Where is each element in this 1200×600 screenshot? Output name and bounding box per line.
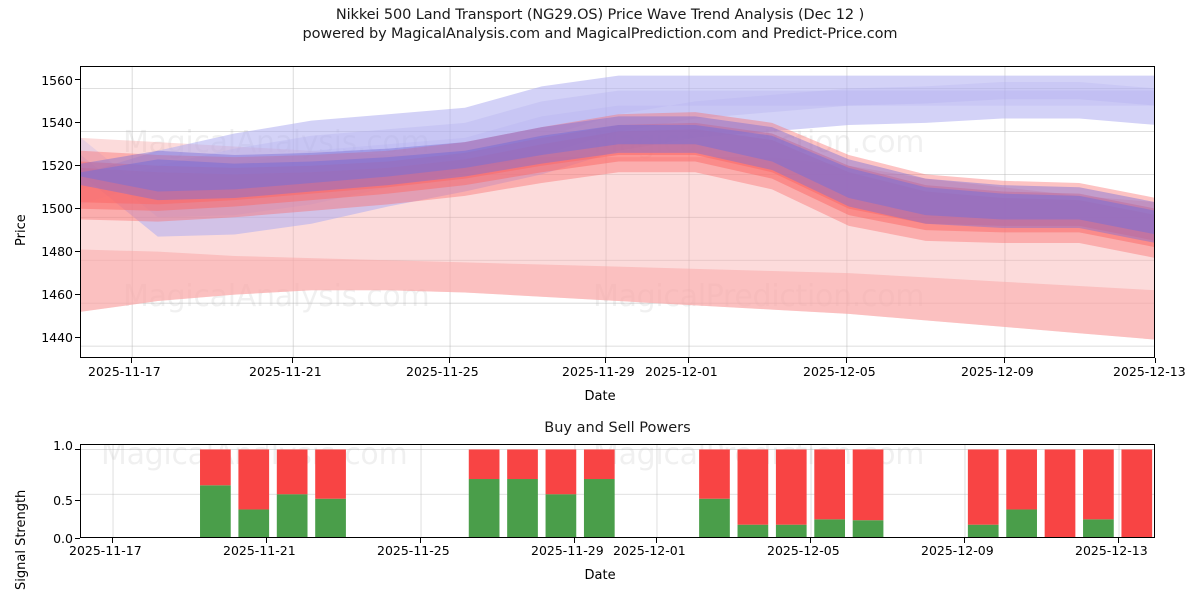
price-ytick-1440: 1440 <box>41 330 73 345</box>
price-ytick-1540: 1540 <box>41 115 73 130</box>
price-ytick-1560: 1560 <box>41 73 73 88</box>
price-xtickmark-0 <box>131 358 132 363</box>
price-xtickmark-2 <box>449 358 450 363</box>
signal-xtick-2: 2025-11-25 <box>377 543 450 558</box>
price-xtick-4: 2025-12-01 <box>645 364 718 379</box>
price-xtick-5: 2025-12-05 <box>803 364 876 379</box>
signal-strength-plot-area: MagicalAnalysis.com MagicalPrediction.co… <box>80 444 1155 538</box>
signal-chart-title: Buy and Sell Powers <box>544 420 691 436</box>
price-xtick-7: 2025-12-13 <box>1113 364 1186 379</box>
price-xtickmark-1 <box>292 358 293 363</box>
signal-ytickmark-0 <box>75 538 80 539</box>
chart-title: Nikkei 500 Land Transport (NG29.OS) Pric… <box>335 7 865 23</box>
price-ytick-1520: 1520 <box>41 158 73 173</box>
price-yaxis-label: Price <box>14 214 29 246</box>
price-ytickmark-1540 <box>75 122 80 123</box>
signal-bars <box>81 445 1154 537</box>
signal-ytick-1: 1.0 <box>53 438 73 453</box>
signal-xtick-4: 2025-12-01 <box>613 543 686 558</box>
signal-xtickmark-6 <box>964 538 965 543</box>
figure-title-block: Nikkei 500 Land Transport (NG29.OS) Pric… <box>0 6 1200 44</box>
price-ytickmark-1500 <box>75 208 80 209</box>
signal-xtick-0: 2025-11-17 <box>69 543 142 558</box>
price-ytick-1500: 1500 <box>41 201 73 216</box>
signal-xtick-3: 2025-11-29 <box>531 543 604 558</box>
price-xtick-2: 2025-11-25 <box>406 364 479 379</box>
price-xtickmark-7 <box>1155 358 1156 363</box>
price-xtickmark-4 <box>688 358 689 363</box>
price-ytickmark-1520 <box>75 165 80 166</box>
price-xaxis-label: Date <box>584 389 616 404</box>
signal-ytick-0: 0.0 <box>53 531 73 546</box>
signal-xtick-5: 2025-12-05 <box>767 543 840 558</box>
signal-ytickmark-05 <box>75 500 80 501</box>
signal-ytickmark-1 <box>75 449 80 450</box>
signal-xtick-6: 2025-12-09 <box>921 543 994 558</box>
price-wave-bands <box>81 67 1154 357</box>
signal-xtickmark-0 <box>112 538 113 543</box>
price-xtick-6: 2025-12-09 <box>961 364 1034 379</box>
signal-xtickmark-4 <box>656 538 657 543</box>
price-ytickmark-1480 <box>75 251 80 252</box>
chart-subtitle: powered by MagicalAnalysis.com and Magic… <box>302 26 898 42</box>
price-wave-plot-area: MagicalAnalysis.com MagicalPrediction.co… <box>80 66 1155 358</box>
price-ytick-1460: 1460 <box>41 287 73 302</box>
price-xtickmark-6 <box>1004 358 1005 363</box>
price-xtick-0: 2025-11-17 <box>88 364 161 379</box>
signal-ytick-05: 0.5 <box>53 493 73 508</box>
signal-yaxis-label: Signal Strength <box>14 489 29 590</box>
price-xtickmark-3 <box>605 358 606 363</box>
price-ytick-1480: 1480 <box>41 244 73 259</box>
price-ytickmark-1560 <box>75 79 80 80</box>
signal-xtick-7: 2025-12-13 <box>1075 543 1148 558</box>
signal-xtickmark-1 <box>266 538 267 543</box>
signal-xtickmark-5 <box>810 538 811 543</box>
signal-xtickmark-3 <box>574 538 575 543</box>
price-ytickmark-1460 <box>75 294 80 295</box>
price-ytickmark-1440 <box>75 337 80 338</box>
signal-xaxis-label: Date <box>584 568 616 583</box>
signal-xtickmark-2 <box>420 538 421 543</box>
signal-xtickmark-7 <box>1118 538 1119 543</box>
price-xtickmark-5 <box>846 358 847 363</box>
price-xtick-1: 2025-11-21 <box>249 364 322 379</box>
signal-xtick-1: 2025-11-21 <box>223 543 296 558</box>
price-xtick-3: 2025-11-29 <box>562 364 635 379</box>
